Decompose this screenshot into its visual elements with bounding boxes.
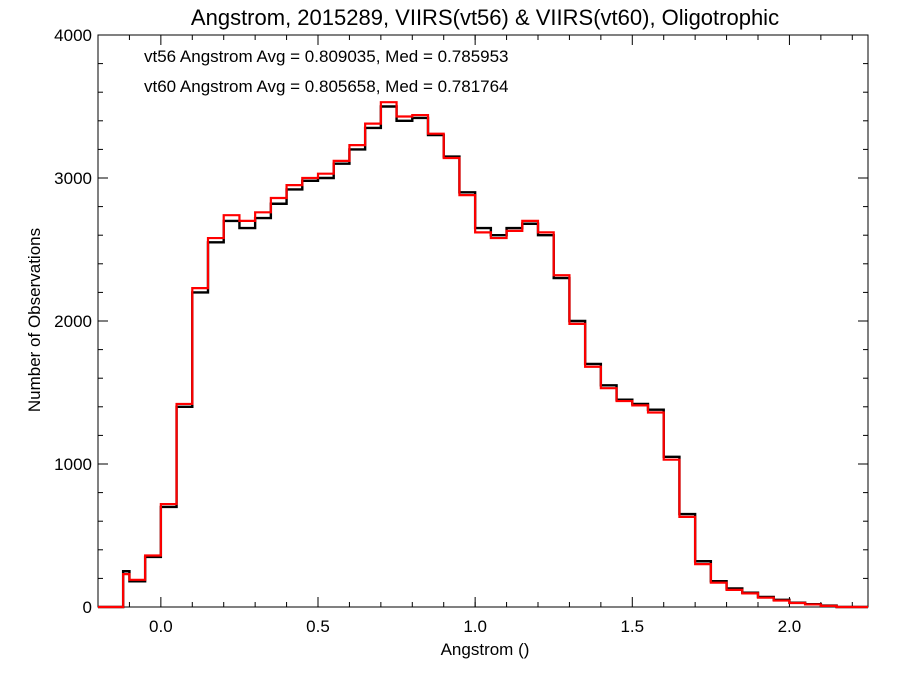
y-tick-label: 0 bbox=[83, 598, 92, 617]
chart-title: Angstrom, 2015289, VIIRS(vt56) & VIIRS(v… bbox=[191, 5, 779, 30]
plot-frame bbox=[97, 34, 869, 608]
series-line-vt60 bbox=[98, 101, 868, 609]
y-tick-label: 2000 bbox=[54, 312, 92, 331]
x-tick-label: 1.0 bbox=[463, 617, 487, 636]
annotation-vt60: vt60 Angstrom Avg = 0.805658, Med = 0.78… bbox=[144, 77, 509, 96]
plot-border bbox=[97, 34, 869, 608]
y-tick-label: 4000 bbox=[54, 26, 92, 45]
series-group bbox=[98, 101, 868, 609]
axis-ticks: 0.0 0.5 1.0 1.5 2.0 0 1000 2000 3000 4000 bbox=[54, 26, 868, 636]
x-tick-label: 0.0 bbox=[149, 617, 173, 636]
x-axis-label: Angstrom () bbox=[441, 640, 530, 659]
x-tick-label: 1.5 bbox=[620, 617, 644, 636]
x-tick-label: 0.5 bbox=[306, 617, 330, 636]
y-tick-label: 1000 bbox=[54, 455, 92, 474]
x-tick-label: 2.0 bbox=[778, 617, 802, 636]
y-tick-label: 3000 bbox=[54, 169, 92, 188]
series-line-vt56 bbox=[98, 105, 868, 609]
y-axis-label: Number of Observations bbox=[25, 228, 44, 412]
annotation-vt56: vt56 Angstrom Avg = 0.809035, Med = 0.78… bbox=[144, 47, 509, 66]
